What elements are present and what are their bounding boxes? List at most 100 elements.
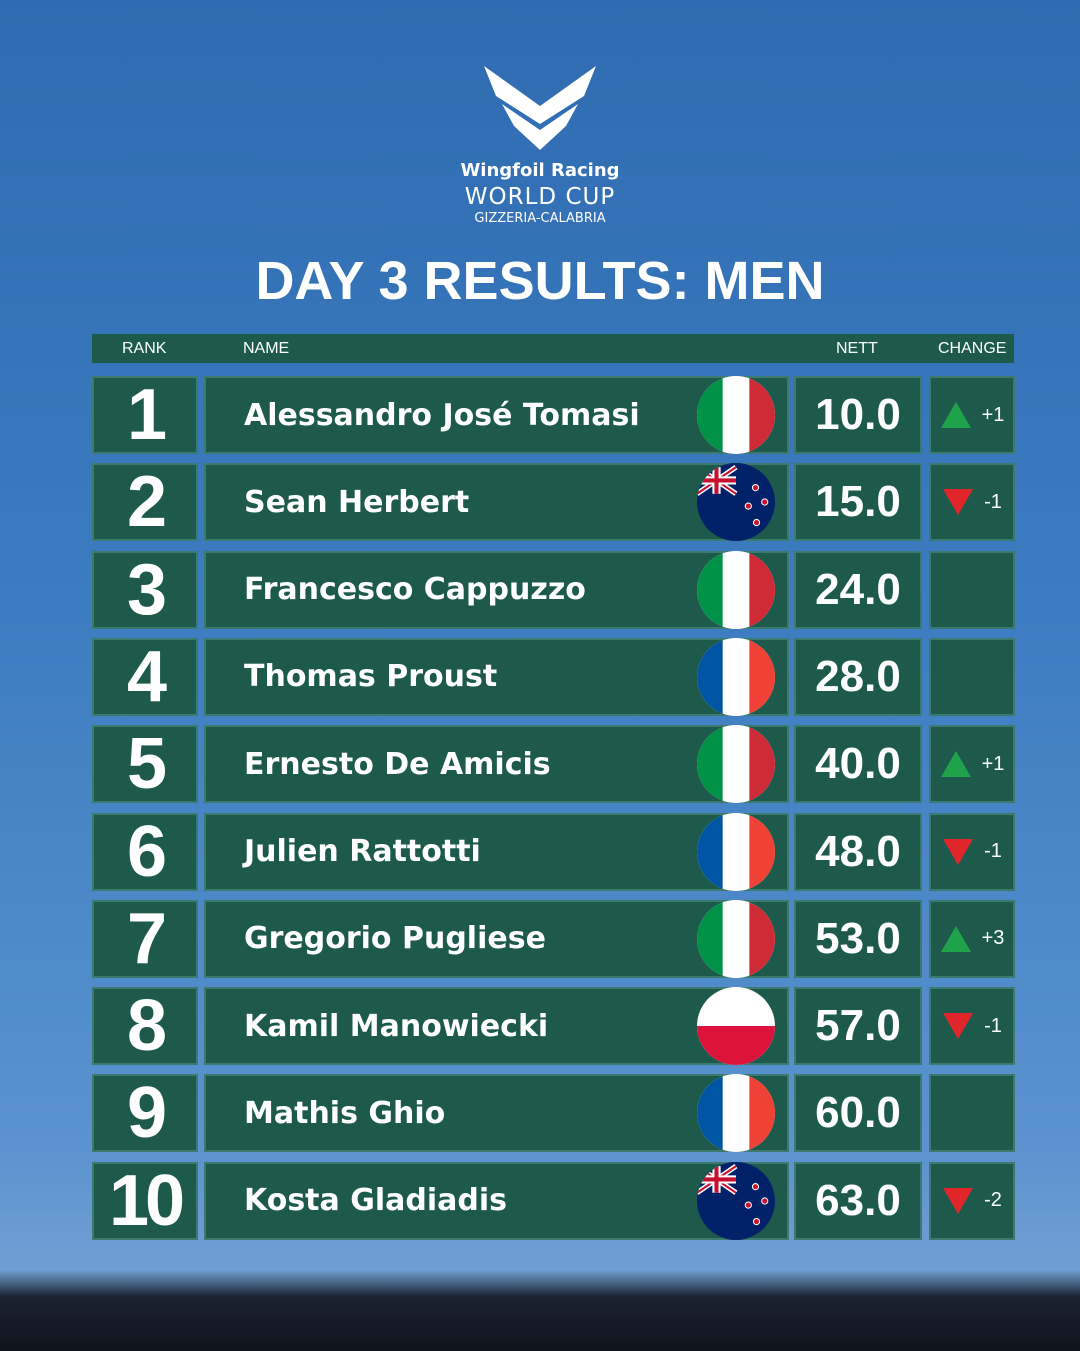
nett-cell: 24.0 [794,550,922,629]
rank: 8 [126,986,167,1067]
nett: 60.0 [815,1088,901,1138]
column-header: NAME [243,340,290,357]
name-cell: Ernesto De Amicis [204,725,789,804]
logo-text: GIZZERIA-CALABRIA [474,211,606,226]
change-cell [929,1074,1015,1153]
change: +3 [981,927,1005,950]
flag-holder [697,812,775,891]
flag-holder [697,550,775,629]
change: -1 [984,1014,1002,1037]
change-cell: -1 [929,987,1015,1066]
rank-cell: 3 [92,550,198,630]
athlete-name: Francesco Cappuzzo [244,572,586,608]
flag-holder [697,899,775,978]
column-header: NETT [836,340,878,357]
rank-cell: 2 [92,462,198,543]
rank: 6 [126,811,167,892]
column-header: RANK [122,340,167,357]
athlete-name: Gregorio Pugliese [244,921,546,957]
arrow-up [940,925,971,952]
logo [484,66,596,150]
rank: 4 [126,636,167,717]
name-cell: Sean Herbert [204,463,789,542]
nett: 48.0 [815,826,901,876]
nett: 40.0 [815,739,901,789]
name-cell: Francesco Cappuzzo [204,550,789,629]
flag [697,987,775,1066]
rank: 7 [126,898,167,979]
flag-holder [697,725,775,804]
change-cell: -2 [929,1161,1015,1240]
change-cell: +1 [929,376,1015,454]
nett: 53.0 [815,913,901,963]
name-cell: Kosta Gladiadis [204,1161,789,1240]
rank-cell: 6 [92,811,198,892]
flag [697,899,775,978]
change-cell: -1 [929,463,1015,542]
athlete-name: Alessandro José Tomasi [244,397,640,433]
rank-cell: 9 [92,1073,198,1154]
nett-cell: 28.0 [794,637,922,716]
rank-cell: 5 [92,724,198,805]
change-cell: +3 [929,899,1015,978]
rank-cell: 10 [92,1160,198,1241]
rank: 10 [108,1160,185,1241]
change-cell: -1 [929,812,1015,891]
change: -2 [984,1189,1002,1212]
rank-cell: 4 [92,636,198,717]
name-cell: Gregorio Pugliese [204,899,789,978]
name-cell: Julien Rattotti [204,812,789,891]
athlete-name: Ernesto De Amicis [244,746,551,782]
column-header: CHANGE [938,340,1007,357]
change: -1 [984,840,1002,862]
arrow-up [940,751,971,778]
rank-cell: 1 [92,375,198,455]
arrow-down [943,1013,974,1040]
nett-cell: 40.0 [794,725,922,804]
nett-cell: 57.0 [794,987,922,1066]
nett-cell: 15.0 [794,463,922,542]
flag [697,550,775,629]
logo-text: WORLD CUP [464,184,616,210]
change: +1 [981,403,1005,426]
arrow-down [943,489,974,516]
change-cell [929,550,1015,629]
rank: 2 [126,462,167,543]
rank: 5 [126,724,167,805]
flag [697,376,775,454]
nett: 10.0 [815,390,901,439]
rank-cell: 8 [92,986,198,1067]
nett-cell: 53.0 [794,899,922,978]
title: DAY 3 RESULTS: MEN [255,251,825,311]
athlete-name: Kosta Gladiadis [244,1183,507,1219]
nett-cell: 48.0 [794,812,922,891]
flag-holder [697,1161,775,1240]
arrow-down [943,838,974,865]
flag [697,725,775,804]
name-cell: Kamil Manowiecki [204,987,789,1066]
flag-holder [697,637,775,716]
flag [697,463,775,542]
nett: 57.0 [815,1001,901,1051]
rank: 1 [126,375,167,455]
change: -1 [984,490,1002,513]
name-cell: Alessandro José Tomasi [204,376,789,454]
flag-holder [697,987,775,1066]
change: +1 [981,752,1005,775]
athlete-name: Julien Rattotti [244,834,481,869]
rank: 9 [126,1073,167,1154]
flag [697,637,775,716]
arrow-down [943,1187,974,1214]
athlete-name: Mathis Ghio [244,1095,446,1131]
flag-holder [697,463,775,542]
nett-cell: 60.0 [794,1074,922,1153]
athlete-name: Kamil Manowiecki [244,1008,549,1044]
nett: 15.0 [815,477,901,527]
nett: 63.0 [815,1175,901,1225]
flag-holder [697,1074,775,1153]
name-cell: Mathis Ghio [204,1074,789,1153]
flag [697,812,775,891]
nett: 24.0 [815,564,901,614]
nett-cell: 10.0 [794,376,922,454]
